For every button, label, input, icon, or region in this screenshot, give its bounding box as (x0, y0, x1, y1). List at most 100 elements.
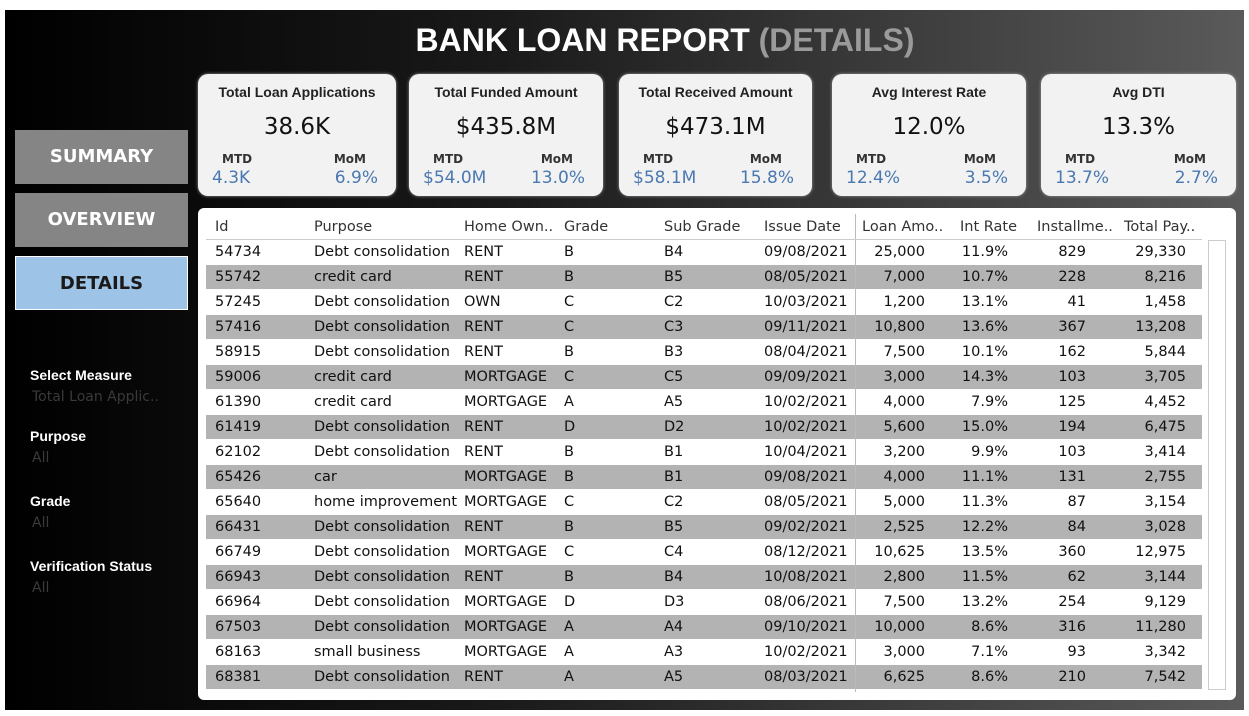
table-cell: 3,000 (883, 369, 925, 385)
table-cell: 103 (1058, 444, 1086, 460)
table-cell: Debt consolidation (314, 594, 450, 610)
table-cell: 10/03/2021 (764, 294, 848, 310)
table-cell: A (564, 394, 574, 410)
table-cell: 11.3% (961, 494, 1008, 510)
table-cell: 12,975 (1135, 544, 1186, 560)
nav-button[interactable]: SUMMARY (15, 130, 188, 184)
kpi-title: Avg Interest Rate (871, 84, 987, 100)
table-cell: 2,525 (883, 519, 925, 535)
table-cell: RENT (464, 269, 503, 285)
table-cell: 57245 (215, 294, 262, 310)
row-background (206, 415, 1202, 439)
table-cell: A4 (664, 619, 684, 635)
column-header[interactable]: Installme.. (1037, 219, 1113, 235)
table-cell: 8,216 (1144, 269, 1186, 285)
table-cell: Debt consolidation (314, 294, 450, 310)
details-table: Id Purpose Home Own.. Grade Sub Grade Issue D… (198, 208, 1236, 700)
table-cell: Debt consolidation (314, 444, 450, 460)
table-cell: 84 (1067, 519, 1086, 535)
table-cell: MORTGAGE (464, 394, 548, 410)
filter-value[interactable]: All (32, 450, 50, 466)
column-header[interactable]: Home Own.. (464, 219, 554, 235)
table-cell: OWN (464, 294, 501, 310)
table-cell: Debt consolidation (314, 569, 450, 585)
scrollbar[interactable] (1208, 240, 1226, 690)
table-cell: 54734 (215, 244, 262, 260)
column-header[interactable]: Total Pay.. (1124, 219, 1196, 235)
table-cell: 103 (1058, 369, 1086, 385)
table-cell: 829 (1058, 244, 1086, 260)
kpi-mtd-value: 4.3K (212, 168, 251, 188)
table-cell: home improvement (314, 494, 458, 510)
table-cell: small business (314, 644, 421, 660)
column-header[interactable]: Sub Grade (664, 219, 741, 235)
table-cell: 08/03/2021 (764, 669, 848, 685)
table-cell: Debt consolidation (314, 519, 450, 535)
table-cell: 08/05/2021 (764, 494, 848, 510)
table-cell: 3,705 (1144, 369, 1186, 385)
table-cell: 62 (1067, 569, 1086, 585)
filter-label: Purpose (30, 428, 87, 444)
table-cell: 61390 (215, 394, 262, 410)
table-cell: 29,330 (1135, 244, 1186, 260)
table-cell: 10,625 (874, 544, 925, 560)
table-cell: Debt consolidation (314, 544, 450, 560)
column-divider (855, 214, 856, 692)
kpi-mom-label: MoM (333, 152, 366, 166)
table-cell: A5 (664, 394, 684, 410)
table-cell: 1,200 (883, 294, 925, 310)
column-header[interactable]: Grade (564, 219, 609, 235)
table-cell: 57416 (215, 319, 262, 335)
table-cell: 5,000 (883, 494, 925, 510)
table-cell: C (564, 294, 575, 310)
table-cell: 1,458 (1144, 294, 1186, 310)
table-cell: 11.1% (961, 469, 1008, 485)
table-cell: C (564, 544, 575, 560)
table-cell: C (564, 319, 575, 335)
kpi-title: Total Funded Amount (434, 84, 578, 100)
table-cell: 10/02/2021 (764, 419, 848, 435)
table-cell: 10,000 (874, 619, 925, 635)
table-cell: RENT (464, 319, 503, 335)
table-cell: 09/10/2021 (764, 619, 848, 635)
table-cell: 7,500 (883, 594, 925, 610)
filter-value[interactable]: Total Loan Applic.. (32, 389, 159, 405)
table-cell: Debt consolidation (314, 669, 450, 685)
table-cell: Debt consolidation (314, 619, 450, 635)
table-cell: 5,600 (883, 419, 925, 435)
nav-button[interactable]: DETAILS (15, 256, 188, 310)
table-cell: 10/02/2021 (764, 644, 848, 660)
column-header[interactable]: Int Rate (960, 219, 1018, 235)
title: BANK LOAN REPORT (DETAILS) (200, 22, 1130, 59)
table-cell: 66431 (215, 519, 262, 535)
column-header[interactable]: Issue Date (764, 219, 841, 235)
table-cell: B4 (664, 569, 684, 585)
table-cell: RENT (464, 344, 503, 360)
row-background (206, 265, 1202, 289)
table-cell: 3,342 (1144, 644, 1186, 660)
table-cell: 11,280 (1135, 619, 1186, 635)
table-cell: 58915 (215, 344, 262, 360)
table-cell: 08/04/2021 (764, 344, 848, 360)
table-cell: 4,000 (883, 469, 925, 485)
filter-value[interactable]: All (32, 515, 50, 531)
table-cell: 66943 (215, 569, 262, 585)
table-cell: 09/08/2021 (764, 469, 848, 485)
filter-value[interactable]: All (32, 580, 50, 596)
table-cell: 09/02/2021 (764, 519, 848, 535)
table-cell: 3,000 (883, 644, 925, 660)
filter-label: Verification Status (30, 558, 153, 574)
table-cell: credit card (314, 369, 392, 385)
table-cell: 3,154 (1144, 494, 1186, 510)
kpi-mom-value: 13.0% (530, 168, 585, 188)
table-cell: 5,844 (1144, 344, 1186, 360)
column-header[interactable]: Id (215, 219, 229, 235)
column-header[interactable]: Purpose (314, 219, 373, 235)
column-header[interactable]: Loan Amo.. (862, 219, 944, 235)
nav-button[interactable]: OVERVIEW (15, 193, 188, 247)
table-cell: MORTGAGE (464, 494, 548, 510)
row-background (206, 665, 1202, 689)
row-background (206, 365, 1202, 389)
table-cell: 65426 (215, 469, 262, 485)
table-cell: MORTGAGE (464, 369, 548, 385)
